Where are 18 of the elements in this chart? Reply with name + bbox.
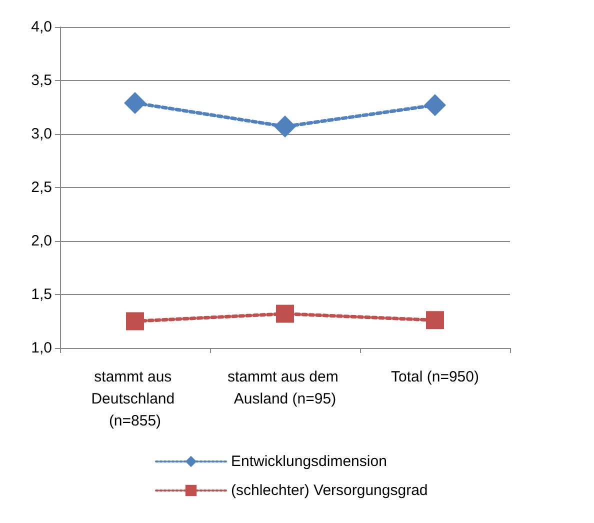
point xyxy=(426,311,444,330)
y-tick-label: 2,0 xyxy=(31,232,52,250)
x-tick-label: stammt aus Deutschland (n=855) xyxy=(91,368,179,430)
legend-label: Entwicklungsdimension xyxy=(231,453,387,470)
y-tick-label: 4,0 xyxy=(31,18,52,36)
point xyxy=(124,92,146,114)
x-tick-label: stammt aus dem Ausland (n=95) xyxy=(227,368,343,408)
y-tick-label: 2,5 xyxy=(31,179,52,196)
point xyxy=(274,116,296,138)
y-tick-label: 1,5 xyxy=(31,286,52,303)
y-tick-label: 3,5 xyxy=(31,72,52,89)
y-tick-label: 3,0 xyxy=(31,126,52,142)
point xyxy=(276,304,294,323)
x-tick-label: Total (n=950) xyxy=(391,368,479,386)
point xyxy=(424,94,446,116)
point xyxy=(126,312,144,330)
y-tick-label: 1,0 xyxy=(31,340,52,356)
legend-label: (schlechter) Versorgungsgrad xyxy=(231,482,428,499)
